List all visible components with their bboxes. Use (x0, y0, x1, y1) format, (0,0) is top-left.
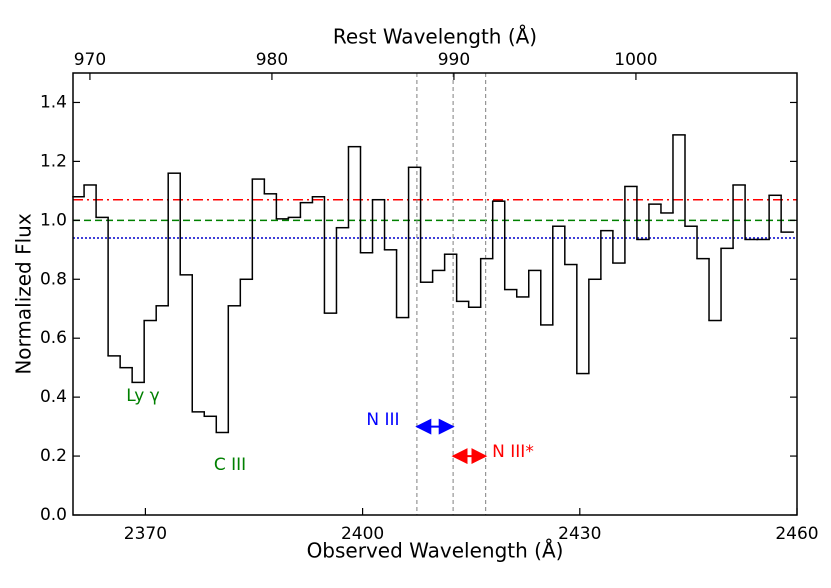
x2-tick-label: 980 (256, 50, 288, 70)
y-tick-label: 1.0 (40, 210, 67, 230)
y-axis-label: Normalized Flux (12, 213, 36, 375)
annotation: Ly γ (126, 386, 159, 406)
y-tick-label: 0.6 (40, 328, 67, 348)
arrow-label: N III (366, 410, 399, 430)
x2-axis-label: Rest Wavelength (Å) (333, 25, 537, 49)
x2-tick-label: 1000 (614, 50, 657, 70)
arrow-label: N III* (492, 442, 534, 462)
step-connector (83, 134, 782, 433)
x2-tick-label: 990 (438, 50, 470, 70)
y-tick-label: 0.2 (40, 446, 67, 466)
x-tick-label: 2370 (124, 524, 167, 544)
x-tick-label: 2460 (775, 524, 818, 544)
annotation: C III (214, 455, 246, 475)
y-tick-label: 0.8 (40, 269, 67, 289)
y-tick-label: 1.4 (40, 92, 67, 112)
plot-frame (72, 72, 798, 516)
x-tick-label: 2400 (341, 524, 384, 544)
y-tick-label: 0.4 (40, 387, 67, 407)
y-tick-label: 1.2 (40, 151, 67, 171)
x-tick-label: 2430 (558, 524, 601, 544)
x2-tick-label: 970 (74, 50, 106, 70)
y-tick-label: 0.0 (40, 505, 67, 525)
x-axis-label: Observed Wavelength (Å) (307, 539, 564, 563)
